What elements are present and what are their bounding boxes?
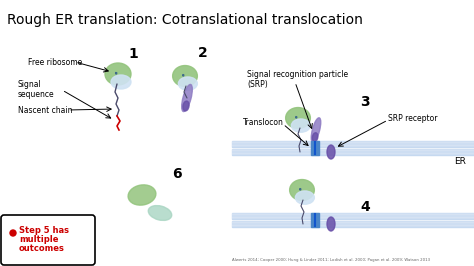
Circle shape — [10, 230, 16, 236]
Ellipse shape — [290, 180, 314, 201]
Ellipse shape — [173, 65, 197, 86]
Text: ER: ER — [454, 157, 466, 166]
Text: 3: 3 — [360, 95, 370, 109]
Ellipse shape — [286, 107, 310, 128]
Ellipse shape — [148, 206, 172, 221]
Ellipse shape — [327, 145, 335, 159]
Bar — [232, 149, 474, 155]
Ellipse shape — [182, 84, 192, 111]
Ellipse shape — [178, 77, 197, 90]
Bar — [232, 141, 474, 147]
Ellipse shape — [312, 133, 318, 142]
Ellipse shape — [128, 185, 156, 205]
Bar — [311, 141, 319, 155]
Text: Signal recognition particle
(SRP): Signal recognition particle (SRP) — [247, 70, 348, 89]
Text: 6: 6 — [172, 167, 182, 181]
Text: 1: 1 — [128, 47, 138, 61]
Ellipse shape — [295, 191, 314, 204]
Text: Step 5 has: Step 5 has — [19, 226, 69, 235]
Ellipse shape — [183, 101, 189, 111]
Ellipse shape — [311, 118, 321, 142]
Text: SRP receptor: SRP receptor — [388, 114, 438, 123]
Text: Translocon: Translocon — [243, 118, 284, 127]
Text: multiple: multiple — [19, 235, 58, 244]
Bar — [232, 221, 474, 227]
Text: Signal
sequence: Signal sequence — [18, 80, 55, 99]
Ellipse shape — [292, 119, 310, 132]
FancyBboxPatch shape — [1, 215, 95, 265]
Text: Alwerts 2014; Cooper 2000; Hung & Linder 2011; Lodish et al. 2000; Pagan et al. : Alwerts 2014; Cooper 2000; Hung & Linder… — [232, 258, 430, 262]
Text: Rough ER translation: Cotranslational translocation: Rough ER translation: Cotranslational tr… — [7, 13, 363, 27]
Ellipse shape — [111, 75, 131, 89]
Text: outcomes: outcomes — [19, 244, 65, 253]
Bar — [311, 213, 319, 227]
Ellipse shape — [327, 217, 335, 231]
Text: Free ribosome: Free ribosome — [28, 58, 82, 67]
Text: 4: 4 — [360, 200, 370, 214]
Bar — [232, 213, 474, 219]
Text: 2: 2 — [198, 46, 208, 60]
Ellipse shape — [105, 63, 131, 85]
Text: Nascent chain: Nascent chain — [18, 106, 73, 115]
